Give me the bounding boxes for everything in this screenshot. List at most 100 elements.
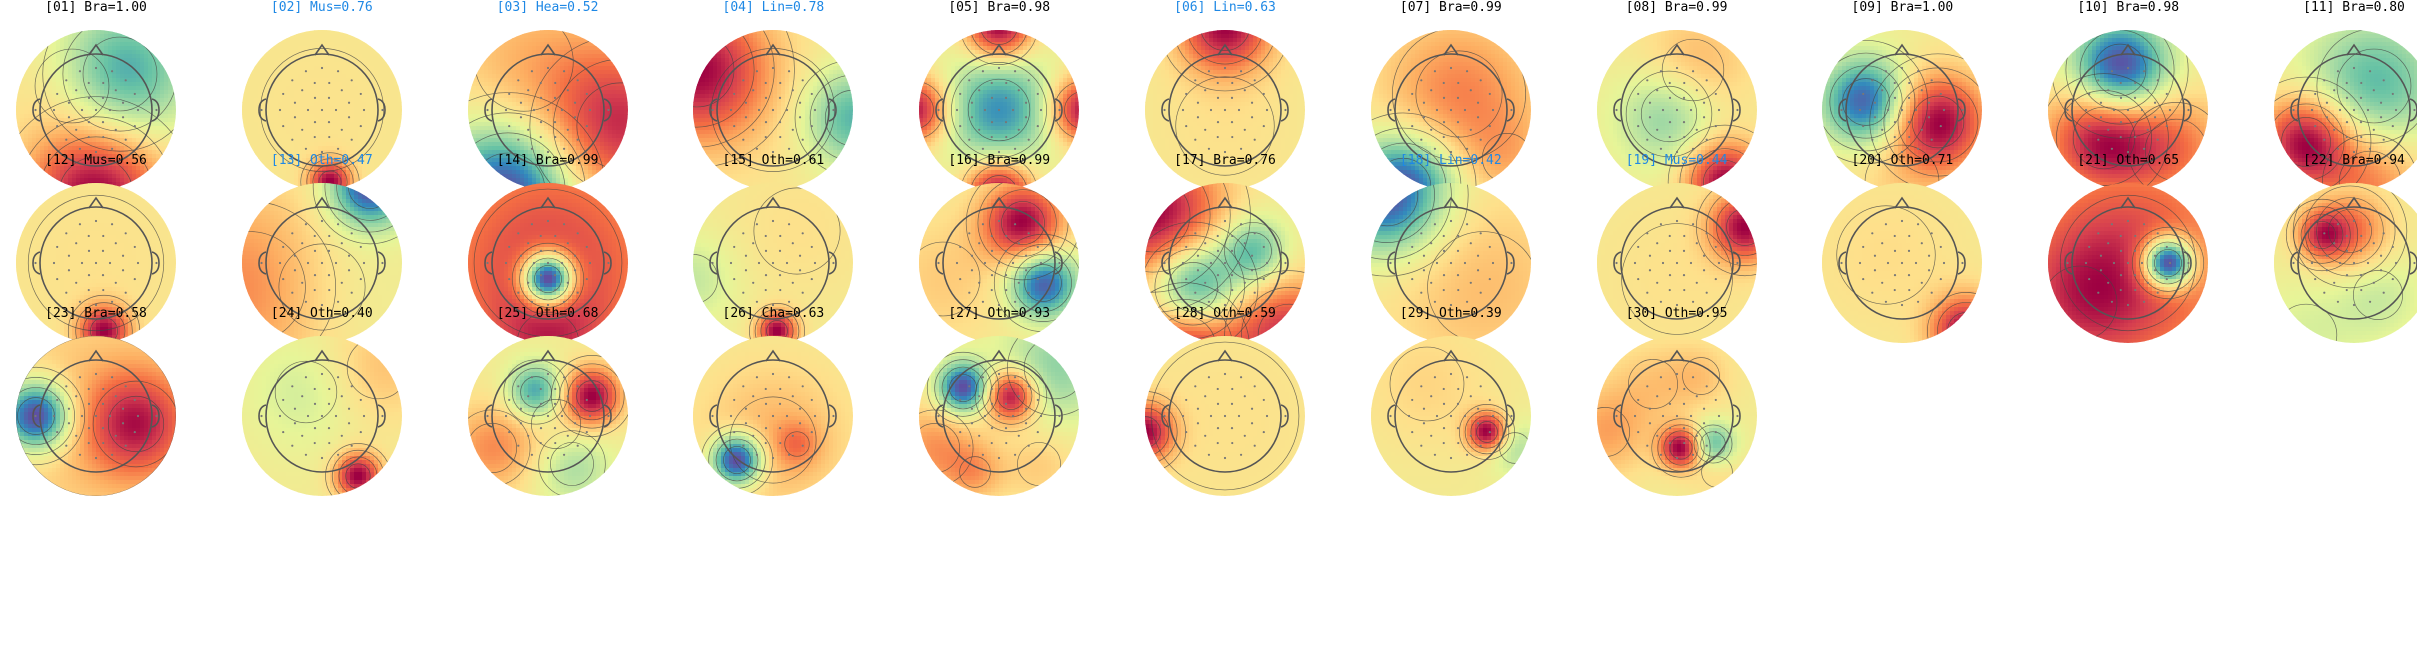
topomap-icon[interactable]	[8, 175, 184, 351]
component-label: [21] Oth=0.65	[2040, 153, 2216, 169]
component-label: [17] Bra=0.76	[1137, 153, 1313, 169]
electrode-markers	[260, 219, 384, 307]
head-outline-icon	[257, 349, 386, 473]
ica-component-cell[interactable]: [18] Lin=0.42	[1359, 153, 1559, 353]
topomap-icon[interactable]	[1137, 175, 1313, 351]
topomap-icon[interactable]	[1363, 328, 1539, 504]
topomap-icon[interactable]	[2266, 22, 2417, 198]
ica-component-cell[interactable]: [10] Bra=0.98	[2036, 0, 2236, 200]
ica-component-cell[interactable]: [09] Bra=1.00	[1810, 0, 2010, 200]
topomap-icon[interactable]	[2040, 22, 2216, 198]
component-label: [15] Oth=0.61	[685, 153, 861, 169]
topomap-icon[interactable]	[2266, 175, 2417, 351]
component-label: [14] Bra=0.99	[460, 153, 636, 169]
ica-component-cell[interactable]: [28] Oth=0.59	[1133, 306, 1333, 506]
topomap-icon[interactable]	[1137, 328, 1313, 504]
ica-component-cell[interactable]: [29] Oth=0.39	[1359, 306, 1559, 506]
ica-component-cell[interactable]: [17] Bra=0.76	[1133, 153, 1333, 353]
head-outline-icon	[1838, 196, 1967, 320]
topomap-icon[interactable]	[1814, 22, 1990, 198]
ica-component-cell[interactable]: [27] Oth=0.93	[907, 306, 1107, 506]
ica-component-cell[interactable]: [07] Bra=0.99	[1359, 0, 1559, 200]
topomap-icon[interactable]	[911, 22, 1087, 198]
topomap-icon[interactable]	[8, 22, 184, 198]
ica-component-cell[interactable]: [06] Lin=0.63	[1133, 0, 1333, 200]
topomap-contours	[1159, 30, 1291, 176]
component-label: [28] Oth=0.59	[1137, 306, 1313, 322]
component-label: [09] Bra=1.00	[1814, 0, 1990, 16]
electrode-markers	[34, 372, 158, 460]
ica-component-cell[interactable]: [30] Oth=0.95	[1585, 306, 1785, 506]
ica-component-cell[interactable]: [15] Oth=0.61	[681, 153, 881, 353]
ica-component-cell[interactable]: [12] Mus=0.56	[4, 153, 204, 353]
electrode-markers	[2066, 66, 2190, 154]
ica-component-cell[interactable]: [16] Bra=0.99	[907, 153, 1107, 353]
topomap-icon[interactable]	[685, 328, 861, 504]
ica-component-cell[interactable]: [03] Hea=0.52	[456, 0, 656, 200]
topomap-heatmap	[1822, 183, 1983, 343]
head-outline-icon	[257, 196, 386, 320]
electrode-markers	[711, 372, 835, 460]
topomap-icon[interactable]	[1589, 328, 1765, 504]
topomap-icon[interactable]	[685, 22, 861, 198]
topomap-contours	[1822, 39, 1983, 190]
head-outline-icon	[1161, 196, 1289, 320]
topomap-heatmap	[1145, 30, 1305, 190]
topomap-icon[interactable]	[460, 175, 636, 351]
topomap-heatmap	[1596, 336, 1757, 496]
ica-component-cell[interactable]: [26] Cha=0.63	[681, 306, 881, 506]
topomap-icon[interactable]	[1363, 175, 1539, 351]
electrode-markers	[1840, 66, 1964, 154]
component-label: [19] Mus=0.44	[1589, 153, 1765, 169]
head-outline-icon	[1386, 43, 1515, 167]
head-outline-icon	[32, 43, 160, 167]
component-label: [29] Oth=0.39	[1363, 306, 1539, 322]
ica-component-cell[interactable]: [23] Bra=0.58	[4, 306, 204, 506]
head-outline-icon	[32, 196, 160, 320]
component-label: [20] Oth=0.71	[1814, 153, 1990, 169]
topomap-icon[interactable]	[685, 175, 861, 351]
electrode-markers	[2292, 219, 2416, 307]
topomap-icon[interactable]	[1137, 22, 1313, 198]
ica-component-cell[interactable]: [04] Lin=0.78	[681, 0, 881, 200]
electrode-markers	[1840, 219, 1964, 307]
component-label: [22] Bra=0.94	[2266, 153, 2417, 169]
head-outline-icon	[2064, 43, 2192, 167]
electrode-markers	[2292, 66, 2416, 154]
ica-component-cell[interactable]: [20] Oth=0.71	[1810, 153, 2010, 353]
electrode-markers	[260, 372, 384, 460]
ica-component-cell[interactable]: [21] Oth=0.65	[2036, 153, 2236, 353]
topomap-icon[interactable]	[911, 175, 1087, 351]
electrode-markers	[34, 219, 158, 307]
topomap-icon[interactable]	[460, 22, 636, 198]
topomap-icon[interactable]	[8, 328, 184, 504]
ica-component-cell[interactable]: [25] Oth=0.68	[456, 306, 656, 506]
component-label: [04] Lin=0.78	[685, 0, 861, 16]
head-outline-icon	[257, 43, 386, 167]
topomap-icon[interactable]	[1363, 22, 1539, 198]
head-outline-icon	[935, 196, 1063, 320]
ica-component-cell[interactable]: [14] Bra=0.99	[456, 153, 656, 353]
topomap-icon[interactable]	[911, 328, 1087, 504]
head-outline-icon	[709, 196, 838, 320]
ica-component-cell[interactable]: [01] Bra=1.00	[4, 0, 204, 200]
ica-component-cell[interactable]: [13] Oth=0.47	[230, 153, 430, 353]
topomap-icon[interactable]	[460, 328, 636, 504]
ica-component-cell[interactable]: [24] Oth=0.40	[230, 306, 430, 506]
topomap-contours	[16, 30, 176, 190]
ica-component-cell[interactable]: [05] Bra=0.98	[907, 0, 1107, 200]
head-outline-icon	[483, 349, 612, 473]
topomap-icon[interactable]	[234, 175, 410, 351]
head-outline-icon	[32, 349, 160, 473]
ica-component-cell[interactable]: [11] Bra=0.80	[2262, 0, 2417, 200]
topomap-icon[interactable]	[2040, 175, 2216, 351]
topomap-icon[interactable]	[1814, 175, 1990, 351]
electrode-markers	[1163, 372, 1287, 460]
topomap-icon[interactable]	[1589, 175, 1765, 351]
ica-component-cell[interactable]: [19] Mus=0.44	[1585, 153, 1785, 353]
topomap-icon[interactable]	[234, 328, 410, 504]
ica-component-cell[interactable]: [22] Bra=0.94	[2262, 153, 2417, 353]
component-label: [23] Bra=0.58	[8, 306, 184, 322]
electrode-markers	[34, 66, 158, 154]
